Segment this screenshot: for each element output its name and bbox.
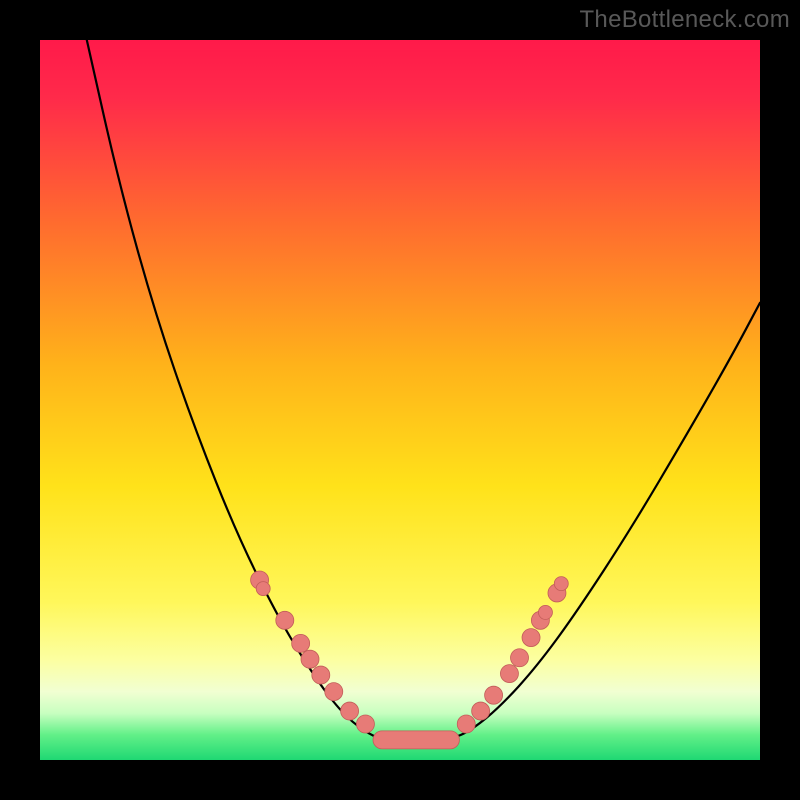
data-marker	[538, 605, 552, 619]
data-marker	[356, 715, 374, 733]
data-marker	[511, 649, 529, 667]
data-marker	[276, 611, 294, 629]
gradient-background	[40, 40, 760, 760]
data-marker	[522, 629, 540, 647]
data-marker	[292, 634, 310, 652]
chart-svg	[40, 40, 760, 760]
data-marker	[500, 665, 518, 683]
data-marker	[472, 702, 490, 720]
data-marker	[301, 650, 319, 668]
data-marker	[341, 702, 359, 720]
data-marker	[325, 683, 343, 701]
data-marker	[312, 666, 330, 684]
chart-frame: TheBottleneck.com	[0, 0, 800, 800]
plot-area	[40, 40, 760, 760]
watermark-text: TheBottleneck.com	[579, 6, 790, 34]
data-marker	[457, 715, 475, 733]
floor-capsule	[373, 731, 459, 749]
data-marker	[554, 577, 568, 591]
data-marker	[485, 686, 503, 704]
data-marker	[256, 582, 270, 596]
